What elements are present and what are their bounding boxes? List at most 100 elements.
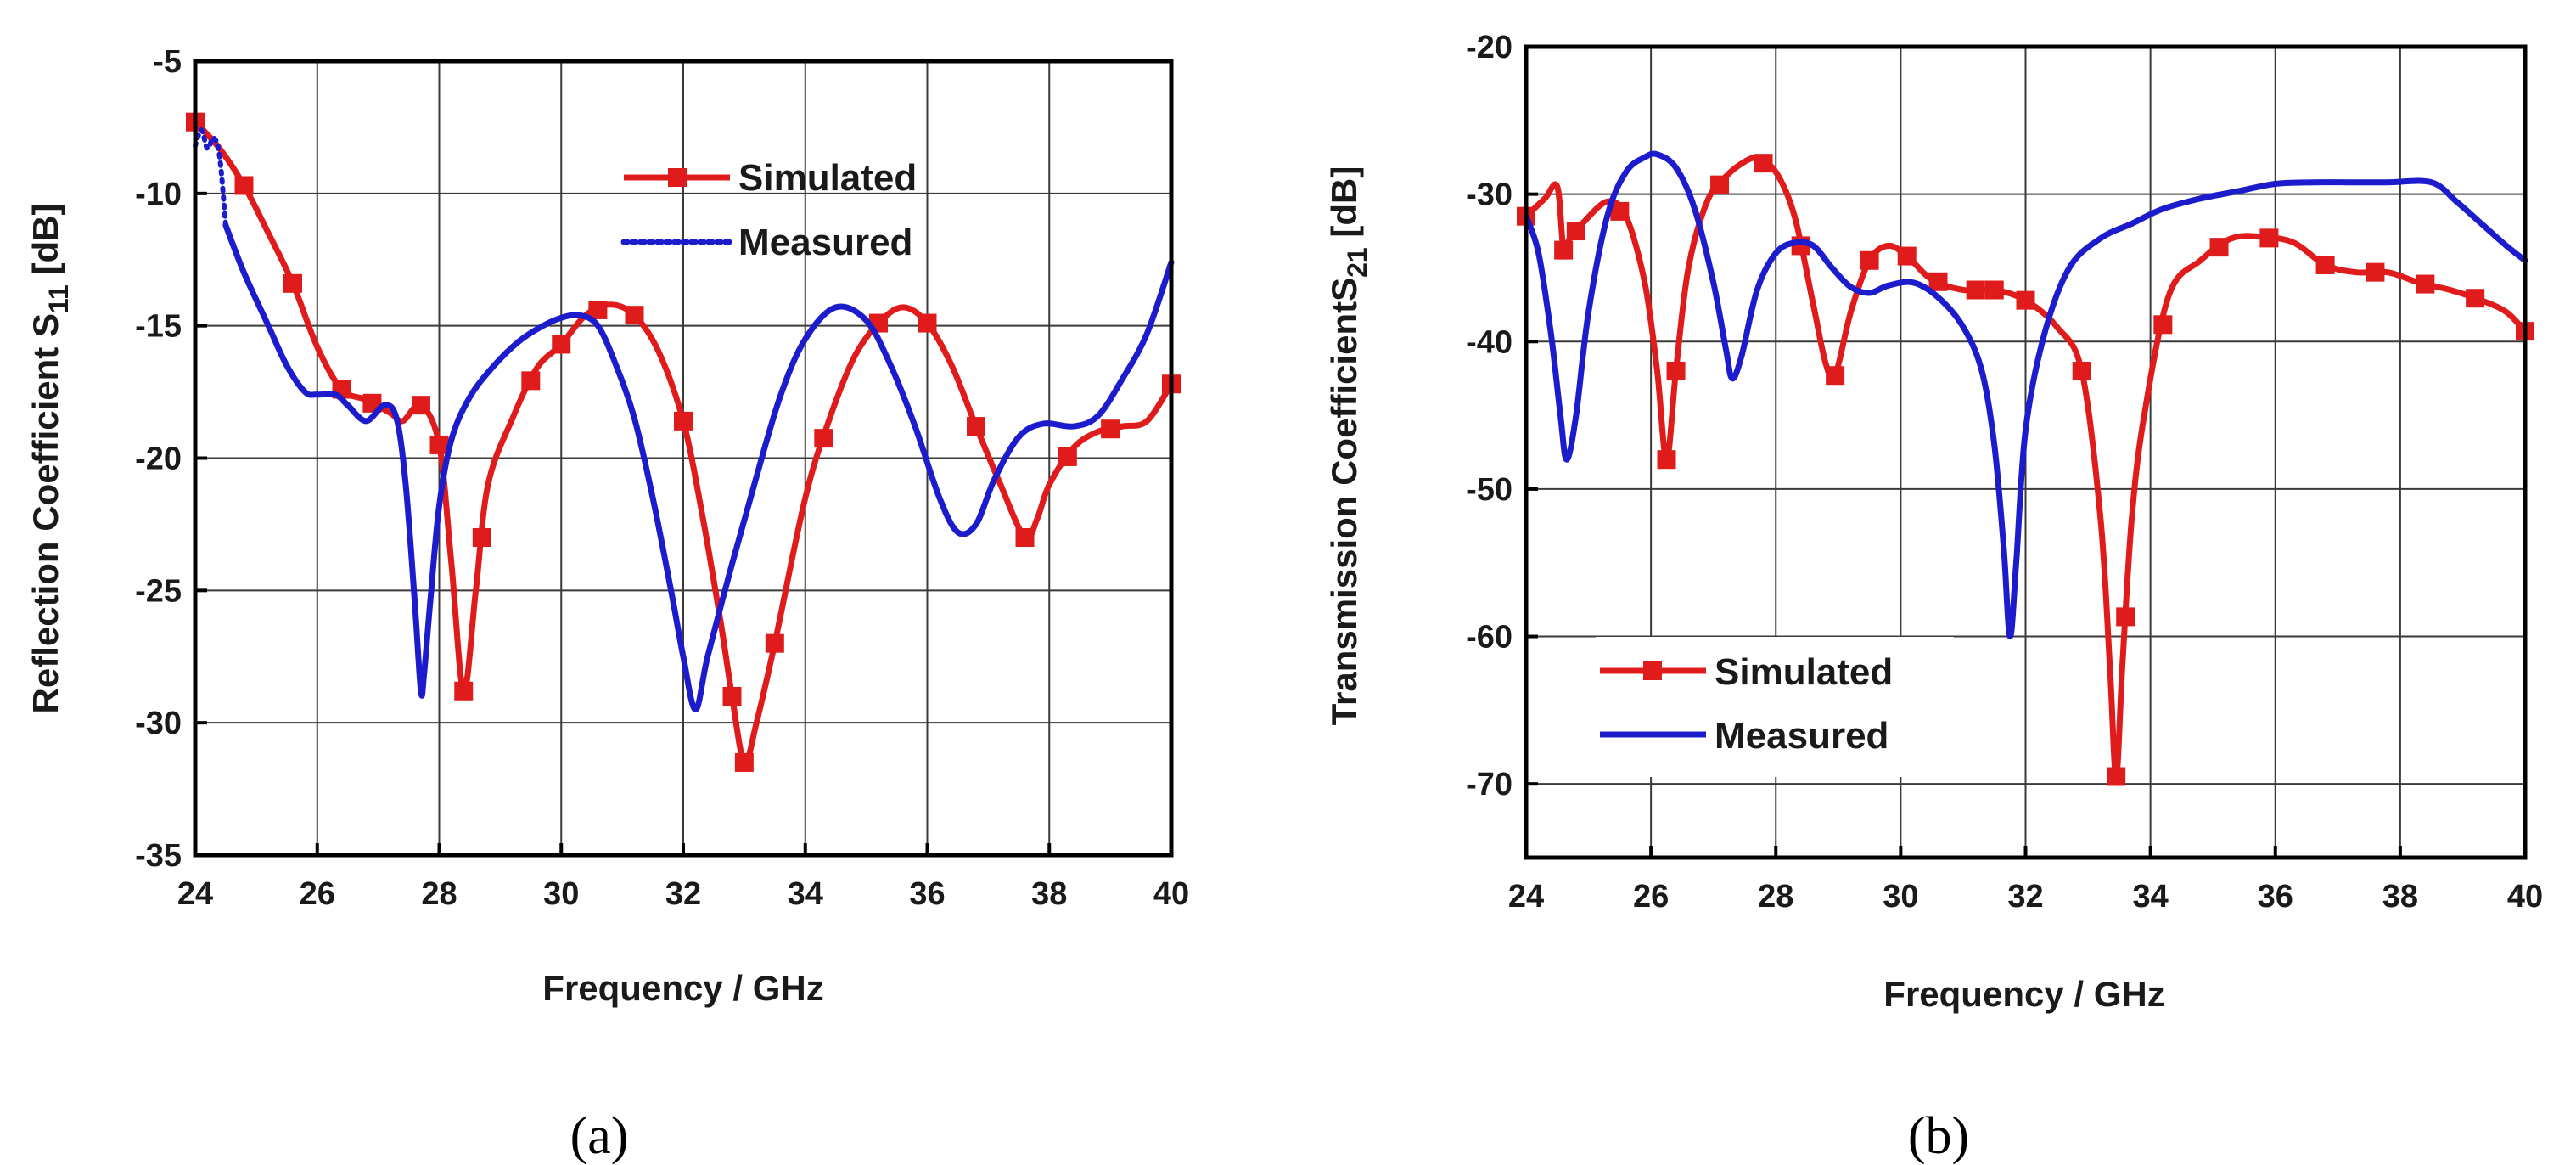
chart-b-series-simulated-line bbox=[1523, 155, 2528, 779]
chart-b-series-simulated-marker bbox=[2116, 607, 2135, 627]
chart-a-series-simulated-marker bbox=[472, 528, 491, 547]
chart-b-legend-simulated-label: Simulated bbox=[1715, 651, 1893, 693]
chart-a-y-axis-title-main: Reflection Coefficient S bbox=[25, 313, 65, 713]
chart-a-x-tick-label: 30 bbox=[543, 876, 579, 912]
chart-a-x-tick-label: 34 bbox=[788, 876, 823, 912]
chart-b-y-axis-title-main: Transmission CoefficientS bbox=[1324, 278, 1364, 725]
chart-a-series-simulated-marker bbox=[283, 273, 302, 293]
chart-a-series-simulated-marker bbox=[1015, 528, 1035, 547]
chart-a-series-simulated-marker bbox=[552, 335, 571, 354]
chart-b-y-tick-label: -40 bbox=[1466, 324, 1512, 360]
chart-a-legend-measured-label: Measured bbox=[738, 222, 912, 263]
chart-b-series-simulated-marker bbox=[2315, 255, 2335, 274]
chart-b-y-axis-title-subscript: 21 bbox=[1342, 247, 1372, 278]
chart-b-series-simulated-marker bbox=[1984, 280, 2004, 300]
chart-b-series-simulated-marker bbox=[1657, 450, 1676, 470]
chart-a: 24 26 28 30 32 34 36 38 40 -35 -30 -25 -20 -15 -10 -5 F… bbox=[25, 44, 1189, 1165]
chart-a-series-simulated-marker bbox=[734, 752, 754, 772]
chart-a-y-tick-label: -10 bbox=[135, 177, 182, 212]
chart-b-x-tick-label: 24 bbox=[1508, 879, 1544, 915]
chart-a-x-tick-label: 28 bbox=[421, 876, 457, 912]
chart-b-x-tick-label: 40 bbox=[2507, 879, 2543, 915]
chart-a-series-simulated-marker bbox=[765, 633, 784, 653]
chart-a-x-tick-label: 32 bbox=[665, 876, 701, 912]
chart-a-series-simulated-marker bbox=[814, 429, 833, 448]
chart-a-y-tick-label: -25 bbox=[135, 573, 182, 609]
chart-b-x-tick-label: 26 bbox=[1633, 879, 1669, 915]
chart-b-series-simulated-marker bbox=[1554, 240, 1574, 260]
chart-b-x-tick-label: 36 bbox=[2258, 879, 2293, 915]
chart-a-x-axis-title: Frequency / GHz bbox=[542, 968, 823, 1008]
chart-b-legend-simulated-marker bbox=[1643, 661, 1662, 680]
chart-b-series-simulated-marker bbox=[2107, 767, 2126, 786]
chart-b-legend-box bbox=[1596, 637, 1954, 777]
chart-b-series-simulated-marker bbox=[1966, 280, 1985, 300]
chart-b-series-simulated-marker bbox=[1928, 272, 1948, 291]
chart-a-y-tick-label: -15 bbox=[135, 309, 182, 345]
chart-b-series-simulated-marker bbox=[1566, 222, 1585, 241]
chart-a-y-tick-label: -20 bbox=[135, 442, 182, 477]
chart-b-y-tick-label: -50 bbox=[1466, 472, 1512, 508]
chart-a-series-simulated-marker bbox=[454, 681, 474, 701]
chart-b-x-tick-label: 34 bbox=[2132, 879, 2168, 915]
chart-b-series-simulated-marker bbox=[2016, 290, 2035, 310]
chart-a-legend-simulated-label: Simulated bbox=[738, 157, 917, 199]
chart-a-series-measured-start-line bbox=[193, 127, 228, 228]
chart-b-series-simulated-marker bbox=[2466, 289, 2485, 308]
chart-a-series-simulated-marker bbox=[429, 435, 449, 454]
chart-a-x-tick-label: 26 bbox=[300, 876, 335, 912]
chart-a-series bbox=[186, 112, 1181, 772]
chart-b-panel-label: (b) bbox=[1908, 1107, 1969, 1165]
chart-b-series-simulated-marker bbox=[2072, 362, 2091, 380]
chart-a-y-axis-title-subscript: 11 bbox=[43, 284, 74, 313]
chart-a-series-simulated-marker bbox=[1058, 447, 1077, 466]
chart-a-series-simulated-marker bbox=[521, 371, 541, 391]
chart-a-y-axis-title: Reflection Coefficient S11 [dB] bbox=[25, 204, 74, 714]
chart-a-series-simulated-marker bbox=[234, 176, 254, 195]
chart-b-x-tick-label: 30 bbox=[1883, 879, 1918, 915]
chart-b-x-axis-title: Frequency / GHz bbox=[1883, 974, 2164, 1014]
chart-b-y-axis-title: Transmission CoefficientS21 [dB] bbox=[1324, 166, 1372, 726]
chart-a-series-simulated-marker bbox=[722, 687, 742, 706]
chart-b-series-simulated-marker bbox=[1860, 250, 1879, 270]
chart-a-y-tick-label: -5 bbox=[153, 44, 182, 80]
chart-b-series-simulated-marker bbox=[1826, 366, 1845, 386]
chart-b-y-axis-title-unit: [dB] bbox=[1324, 166, 1364, 248]
chart-b-y-tick-label: -70 bbox=[1466, 767, 1512, 802]
chart-a-series-simulated-marker bbox=[967, 417, 985, 436]
chart-a-x-tick-label: 38 bbox=[1031, 876, 1067, 912]
chart-b-series-simulated-marker bbox=[2153, 315, 2173, 335]
chart-a-x-tick-label: 40 bbox=[1153, 876, 1189, 912]
chart-b-series-simulated-marker bbox=[1710, 175, 1730, 194]
chart-a-legend-simulated-marker bbox=[668, 168, 687, 187]
chart-b-series-measured-line bbox=[1523, 150, 2528, 640]
chart-a-series-simulated-marker bbox=[625, 306, 644, 325]
chart-a-series-measured-line bbox=[222, 222, 1175, 713]
chart-b-series-simulated-marker bbox=[2209, 238, 2229, 257]
chart-a-series-simulated-marker bbox=[588, 300, 608, 319]
chart-b-ticks: 24 26 28 30 32 34 36 38 40 -70 -60 -50 -40 -30 -20 bbox=[1466, 30, 2543, 915]
chart-b-x-tick-label: 38 bbox=[2382, 879, 2418, 915]
chart-a-panel-label: (a) bbox=[570, 1107, 629, 1165]
chart-a-series-simulated-marker bbox=[411, 396, 430, 415]
chart-b: 24 26 28 30 32 34 36 38 40 -70 -60 -50 -40 -30 -20 Fre… bbox=[1324, 30, 2543, 1165]
chart-a-legend: Simulated Measured bbox=[620, 157, 917, 263]
chart-b-y-tick-label: -60 bbox=[1466, 620, 1512, 656]
chart-a-series-simulated-marker bbox=[1101, 419, 1120, 439]
chart-a-ticks: 24 26 28 30 32 34 36 38 40 -35 -30 -25 -20 -15 -10 -5 bbox=[135, 44, 1189, 912]
chart-a-series-simulated-marker bbox=[918, 313, 937, 333]
chart-a-y-tick-label: -30 bbox=[135, 706, 182, 741]
chart-b-x-tick-label: 28 bbox=[1758, 879, 1793, 915]
chart-b-series-simulated-marker bbox=[2366, 262, 2385, 282]
chart-b-series-simulated-marker bbox=[1610, 201, 1630, 221]
chart-b-series-simulated-marker bbox=[1754, 154, 1773, 173]
chart-b-legend: Simulated Measured bbox=[1596, 637, 1954, 777]
chart-a-y-axis-title-unit: [dB] bbox=[25, 204, 65, 285]
chart-b-legend-measured-label: Measured bbox=[1715, 715, 1889, 757]
chart-a-x-tick-label: 36 bbox=[909, 876, 945, 912]
chart-a-y-tick-label: -35 bbox=[135, 838, 182, 874]
chart-b-series-simulated-marker bbox=[2416, 274, 2435, 294]
chart-b-y-tick-label: -30 bbox=[1466, 177, 1512, 213]
chart-b-x-tick-label: 32 bbox=[2007, 879, 2043, 915]
